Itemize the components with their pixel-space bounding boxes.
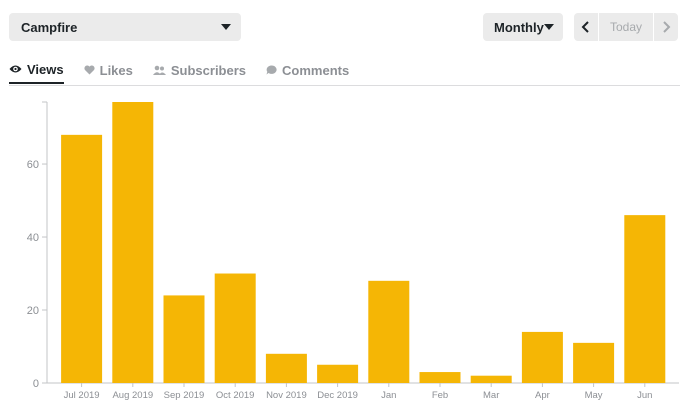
chevron-right-icon <box>663 21 671 33</box>
tab-views[interactable]: Views <box>9 56 64 84</box>
x-tick-label: Nov 2019 <box>266 390 307 401</box>
heart-icon <box>84 65 95 75</box>
chevron-left-icon <box>581 21 589 33</box>
bar-aug-2019 <box>112 102 154 383</box>
bar-nov-2019 <box>265 353 307 383</box>
tab-subscribers-label: Subscribers <box>170 62 247 78</box>
people-icon <box>152 65 166 75</box>
today-button[interactable]: Today <box>598 13 654 41</box>
bar-dec-2019 <box>317 364 359 383</box>
site-selector-label: Campfire <box>21 19 78 35</box>
x-tick-label: Oct 2019 <box>216 390 255 401</box>
x-tick-label: Mar <box>483 390 499 401</box>
chevron-down-icon <box>543 24 554 30</box>
x-tick-label: Sep 2019 <box>164 390 205 401</box>
x-tick-label: Aug 2019 <box>112 390 153 401</box>
x-tick-label: Apr <box>535 390 550 401</box>
period-selector-label: Monthly <box>494 19 544 35</box>
x-tick-label: Jan <box>381 390 396 401</box>
period-selector-dropdown[interactable]: Monthly <box>483 13 563 41</box>
bar-mar <box>470 375 512 383</box>
views-bar-chart: 0 20 40 60 Jul 2019 Aug 2019 Sep 2019 Oct 2019… <box>27 101 679 401</box>
date-navigation: Today <box>574 13 678 41</box>
tab-likes[interactable]: Likes <box>84 56 133 84</box>
y-tick-label: 0 <box>33 378 39 390</box>
chevron-down-icon <box>221 24 231 30</box>
tab-comments-label: Comments <box>282 62 350 78</box>
y-tick-label: 20 <box>27 305 39 317</box>
tab-comments[interactable]: Comments <box>266 56 349 84</box>
bar-jul-2019 <box>61 134 103 383</box>
comment-icon <box>266 65 277 75</box>
tab-views-label: Views <box>27 61 64 77</box>
bar-apr <box>521 331 563 383</box>
stats-tabs: Views Likes Subscribers Comments <box>9 56 680 86</box>
bar-sep-2019 <box>163 295 205 383</box>
previous-period-button[interactable] <box>574 13 598 41</box>
tab-likes-label: Likes <box>99 62 133 78</box>
bar-oct-2019 <box>214 273 256 383</box>
x-tick-label: Jul 2019 <box>64 390 100 401</box>
x-tick-label: Dec 2019 <box>317 390 358 401</box>
x-tick-label: May <box>585 390 603 401</box>
bar-jan <box>368 280 410 383</box>
site-selector-dropdown[interactable]: Campfire <box>9 13 241 41</box>
next-period-button[interactable] <box>654 13 678 41</box>
bar-feb <box>419 372 461 383</box>
eye-icon <box>9 65 22 73</box>
bar-may <box>573 342 615 383</box>
y-tick-label: 60 <box>27 159 39 171</box>
bar-jun <box>624 215 666 383</box>
tab-subscribers[interactable]: Subscribers <box>152 56 247 84</box>
y-tick-label: 40 <box>27 232 39 244</box>
x-tick-label: Jun <box>637 390 652 401</box>
x-tick-label: Feb <box>432 390 448 401</box>
